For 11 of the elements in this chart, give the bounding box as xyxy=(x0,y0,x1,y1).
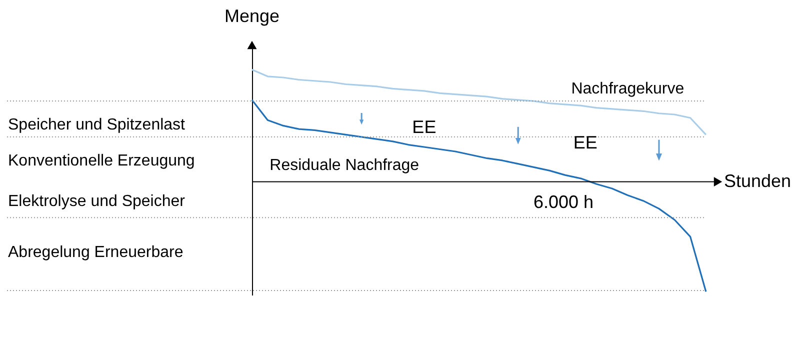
annotation: 6.000 h xyxy=(533,192,594,212)
y-axis-title: Menge xyxy=(224,6,280,26)
text: Elektrolyse und Speicher xyxy=(8,192,186,210)
series-label: Nachfragekurve xyxy=(571,80,684,98)
annotation: EE xyxy=(412,116,436,137)
annotation: EE xyxy=(573,132,598,153)
x-axis-title: Stunden xyxy=(724,170,792,191)
text: Speicher und Spitzenlast xyxy=(8,116,186,134)
text: Abregelung Erneuerbare xyxy=(8,244,184,261)
text: Konventionelle Erzeugung xyxy=(8,152,195,170)
series-label: Residuale Nachfrage xyxy=(270,156,420,174)
